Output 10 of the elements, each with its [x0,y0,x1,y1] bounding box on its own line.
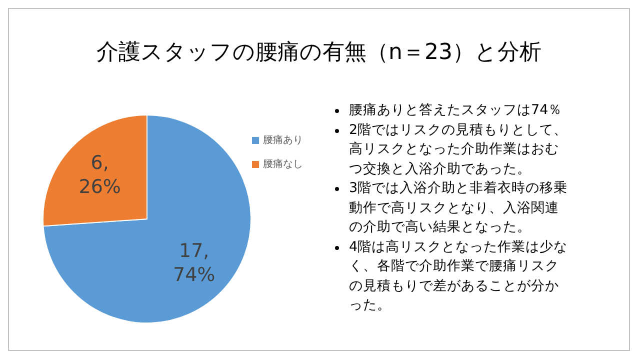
text: 腰痛ありと答えたスタッフは74％ [349,101,562,120]
chart-title: 介護スタッフの腰痛の有無（n＝23）と分析 [96,39,542,67]
pie-slice [42,114,252,324]
legend-label: 腰痛なし [263,159,303,170]
text: 2階ではリスクの見積もりとして、高リスクとなった介助作業はおむつ交換と入浴介助であった。 [349,120,569,178]
text: 4階は高リスクとなった作業は少なく、各階で介助作業で腰痛リスクの見積もりで差があることが分かった。 [349,238,569,315]
data-label: 6, 26% [78,152,121,198]
legend-label: 腰痛あり [263,135,303,146]
data-label: 17, 74% [173,240,216,286]
text: 3階では入浴介助と非着衣時の移乗動作で高リスクとなり、入浴関連の介助で高い結果となった。 [349,179,569,237]
